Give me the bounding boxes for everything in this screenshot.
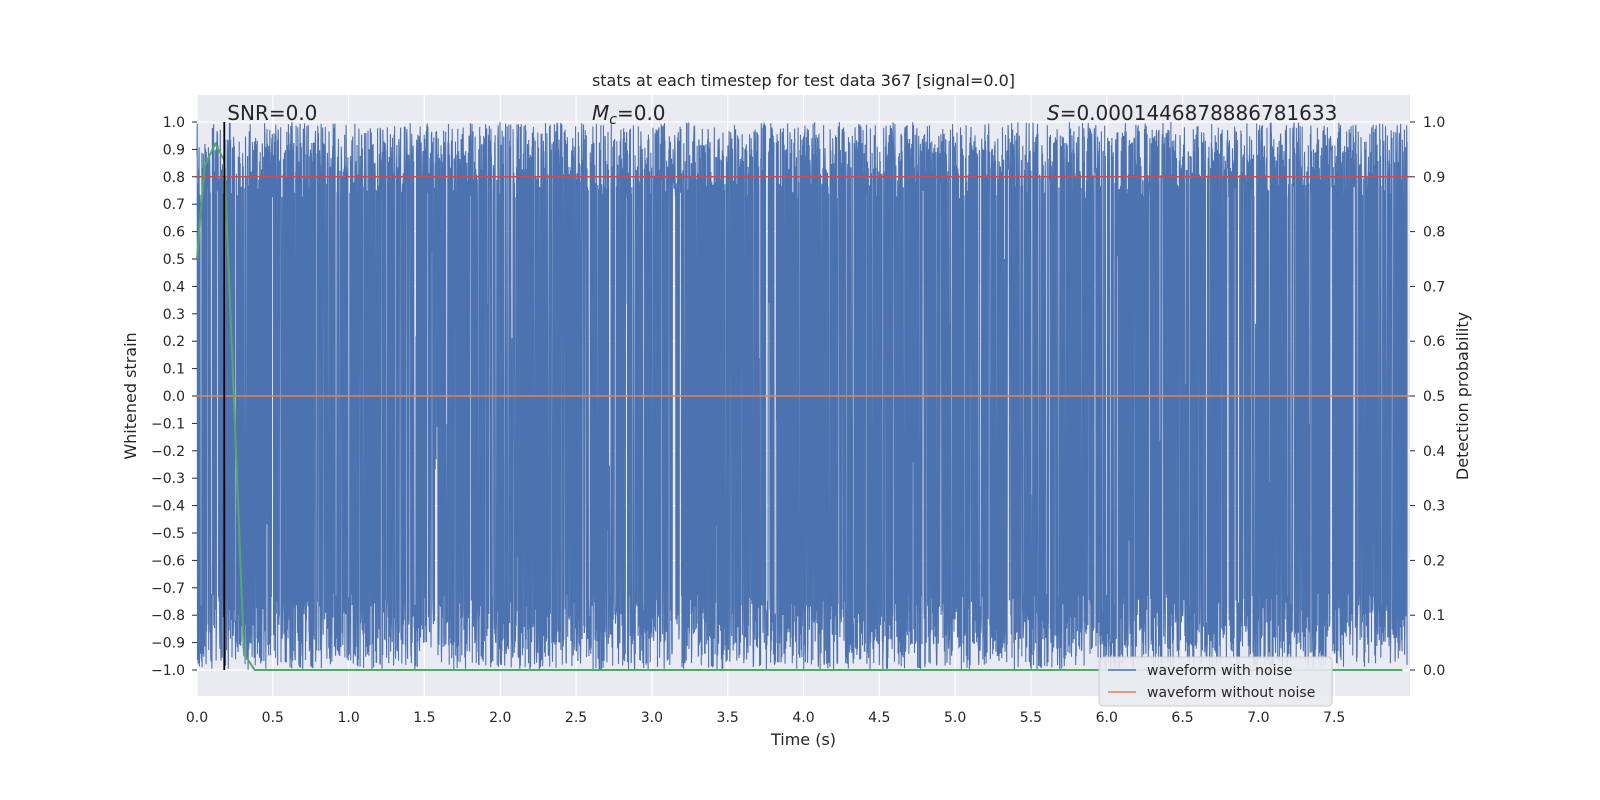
- right-y-tick-label: 0.1: [1423, 608, 1445, 624]
- right-y-tick-label: 0.2: [1423, 553, 1445, 569]
- legend-label-noise: waveform with noise: [1147, 663, 1292, 679]
- left-y-tick-label: −1.0: [151, 663, 185, 679]
- legend: waveform with noise waveform without noi…: [1098, 656, 1333, 707]
- right-y-axis: 1.0 0.9 0.8 0.7 0.6 0.5 0.4 0.3 0.2 0.1 0.0: [1410, 115, 1445, 679]
- left-y-tick-label: 0.5: [163, 252, 185, 268]
- left-y-tick-label: 0.4: [163, 279, 185, 295]
- detection-probability-line: [196, 141, 1403, 671]
- left-y-axis: 1.0 0.9 0.8 0.7 0.6 0.5 0.4 0.3 0.2 0.1 0.0 −0.1 −0.…: [151, 115, 197, 679]
- x-tick-label: 7.0: [1247, 710, 1269, 726]
- x-tick-label: 0.0: [186, 710, 208, 726]
- left-y-tick-label: 0.2: [163, 334, 185, 350]
- left-y-tick-label: 1.0: [163, 115, 185, 131]
- x-axis: 0.0 0.5 1.0 1.5 2.0 2.5 3.0 3.5 4.0 4.5 5.0 5.5 6.0 6…: [186, 710, 1345, 726]
- right-y-tick-label: 0.3: [1423, 499, 1445, 515]
- right-y-tick-label: 0.5: [1423, 389, 1445, 405]
- left-y-tick-label: −0.1: [151, 416, 185, 432]
- mc-value: =0.0: [617, 101, 666, 125]
- mc-symbol: M: [592, 101, 609, 125]
- legend-label-clean: waveform without noise: [1147, 685, 1315, 701]
- left-y-tick-label: 0.3: [163, 307, 185, 323]
- x-axis-label: Time (s): [770, 730, 836, 749]
- overlays: [196, 122, 1410, 671]
- x-tick-label: 5.5: [1020, 710, 1042, 726]
- left-y-tick-label: −0.2: [151, 444, 185, 460]
- x-tick-label: 3.5: [717, 710, 739, 726]
- x-tick-label: 5.0: [944, 710, 966, 726]
- left-y-tick-label: 0.9: [163, 142, 185, 158]
- x-tick-label: 4.0: [792, 710, 814, 726]
- x-tick-label: 4.5: [868, 710, 890, 726]
- x-tick-label: 3.0: [641, 710, 663, 726]
- right-y-tick-label: 0.7: [1423, 279, 1445, 295]
- left-y-tick-label: −0.6: [151, 553, 185, 569]
- mc-annotation: Mc=0.0: [592, 101, 666, 128]
- right-y-tick-label: 1.0: [1423, 115, 1445, 131]
- mc-subscript: c: [609, 112, 617, 128]
- chart-title: stats at each timestep for test data 367…: [592, 71, 1015, 90]
- x-tick-label: 1.0: [337, 710, 359, 726]
- x-tick-label: 2.5: [565, 710, 587, 726]
- right-y-tick-label: 0.6: [1423, 334, 1445, 350]
- x-tick-label: 0.5: [262, 710, 284, 726]
- snr-annotation: SNR=0.0: [227, 101, 317, 125]
- left-y-tick-label: −0.9: [151, 636, 185, 652]
- left-y-tick-label: 0.8: [163, 170, 185, 186]
- left-y-tick-label: 0.7: [163, 197, 185, 213]
- left-y-tick-label: −0.4: [151, 499, 185, 515]
- left-y-tick-label: 0.1: [163, 362, 185, 378]
- waveform-with-noise-series: [196, 121, 1408, 670]
- x-tick-label: 6.0: [1096, 710, 1118, 726]
- noise-line: [196, 121, 1408, 670]
- x-tick-label: 1.5: [413, 710, 435, 726]
- s-annotation: S=0.0001446878886781633: [1047, 101, 1337, 125]
- s-value: =0.0001446878886781633: [1060, 101, 1338, 125]
- left-y-tick-label: 0.6: [163, 225, 185, 241]
- legend-box: [1098, 656, 1333, 707]
- left-y-axis-label: Whitened strain: [121, 332, 140, 459]
- right-y-axis-label: Detection probability: [1453, 312, 1472, 480]
- right-y-tick-label: 0.4: [1423, 444, 1445, 460]
- right-y-tick-label: 0.0: [1423, 663, 1445, 679]
- left-y-tick-label: 0.0: [163, 389, 185, 405]
- left-y-tick-label: −0.8: [151, 608, 185, 624]
- right-y-tick-label: 0.8: [1423, 225, 1445, 241]
- left-y-tick-label: −0.7: [151, 581, 185, 597]
- left-y-tick-label: −0.3: [151, 471, 185, 487]
- left-y-tick-label: −0.5: [151, 526, 185, 542]
- right-y-tick-label: 0.9: [1423, 170, 1445, 186]
- s-symbol: S: [1047, 101, 1060, 125]
- x-tick-label: 2.0: [489, 710, 511, 726]
- x-tick-label: 6.5: [1171, 710, 1193, 726]
- x-tick-label: 7.5: [1323, 710, 1345, 726]
